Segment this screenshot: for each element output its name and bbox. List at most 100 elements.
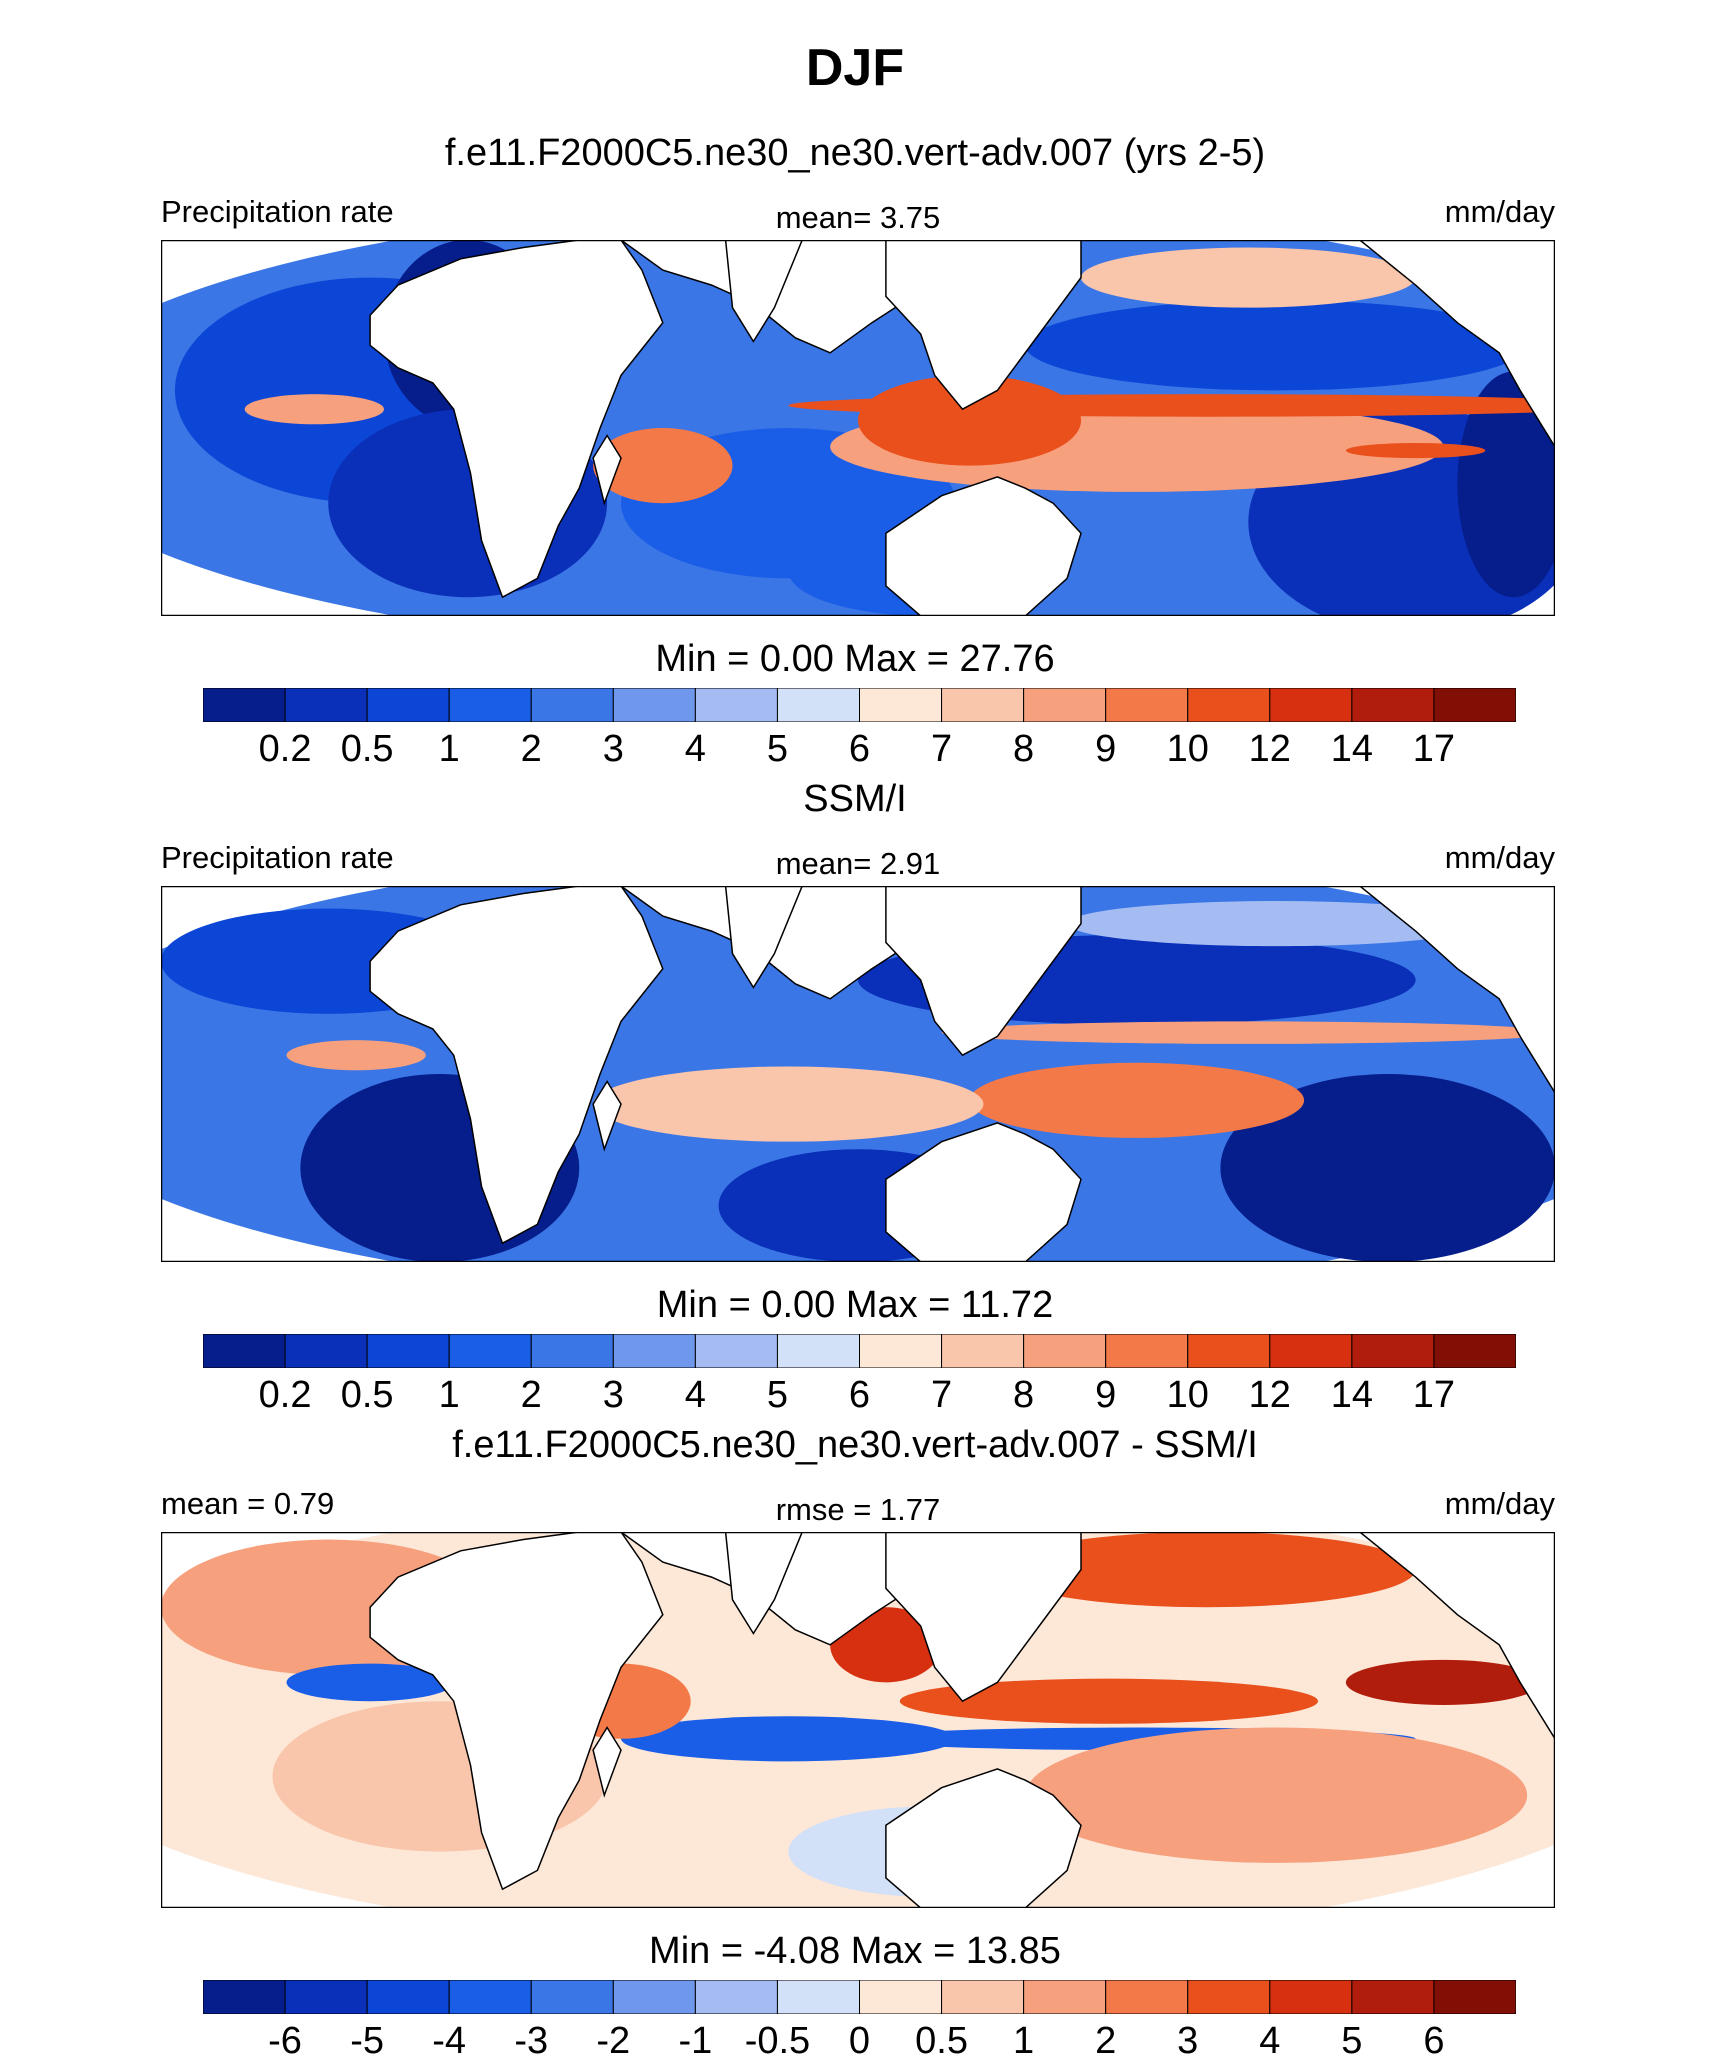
colorbar-tick-label: 0.5 [340, 1374, 394, 1416]
colorbar-tick-label: 0.2 [258, 1374, 312, 1416]
panel-1-landmass [1358, 240, 1555, 449]
panel-3-min-max: Min = -4.08 Max = 13.85 [649, 1930, 1061, 1972]
panel-3-map [161, 1532, 1555, 1908]
colorbar-tick-label: 3 [602, 1374, 624, 1416]
panel-3-landmass [592, 1726, 622, 1798]
panel-2-map [161, 886, 1555, 1262]
colorbar-swatch [1023, 688, 1107, 722]
colorbar-swatch [859, 1334, 943, 1368]
colorbar-swatch [203, 688, 286, 722]
panel-3-title: f.e11.F2000C5.ne30_ne30.vert-adv.007 - S… [452, 1424, 1258, 1466]
panel-3-landmass [1358, 1532, 1555, 1741]
colorbar-tick-label: 14 [1330, 1374, 1374, 1416]
colorbar-swatch [1433, 1980, 1516, 2014]
colorbar-tick-label: 7 [930, 1374, 953, 1416]
colorbar-swatch [448, 688, 532, 722]
colorbar-tick-label: 3 [1177, 2020, 1199, 2062]
panel-1-map [161, 240, 1555, 616]
panel-2-landmass [885, 886, 1082, 1057]
colorbar-tick-label: 10 [1166, 1374, 1209, 1416]
panel-2-min-max: Min = 0.00 Max = 11.72 [656, 1284, 1054, 1326]
colorbar-tick-label: 7 [930, 728, 953, 770]
colorbar-swatch [366, 688, 450, 722]
colorbar-tick-label: 12 [1248, 1374, 1291, 1416]
panel-2-map-frame [161, 886, 1555, 1262]
colorbar-swatch [859, 1980, 943, 2014]
colorbar-tick-label: -1 [678, 2020, 713, 2062]
panel-1-left-label: Precipitation rate [161, 194, 394, 229]
panel-2-landmass [885, 1122, 1082, 1262]
panel-3-center-label: rmse = 1.77 [775, 1492, 941, 1527]
colorbar-tick-label: 5 [1341, 2020, 1363, 2062]
colorbar-tick-label: 1 [438, 728, 460, 770]
colorbar-swatch [941, 1980, 1025, 2014]
colorbar-swatch [694, 1334, 778, 1368]
colorbar-tick-label: 2 [520, 728, 542, 770]
colorbar-swatch [1269, 1334, 1353, 1368]
colorbar-swatch [776, 1334, 860, 1368]
colorbar-tick-label: 2 [1095, 2020, 1117, 2062]
panel-1-landmass [885, 476, 1082, 616]
panel-1-landmass [369, 240, 664, 599]
panel-1-landmass [885, 240, 1082, 411]
colorbar-swatch [694, 1980, 778, 2014]
colorbar-tick-label: 17 [1412, 728, 1456, 770]
colorbar-swatch [1105, 1980, 1189, 2014]
colorbar-swatch [612, 1334, 696, 1368]
colorbar-swatch [776, 1980, 860, 2014]
colorbar-tick-label: -6 [268, 2020, 302, 2062]
colorbar-swatch [530, 688, 614, 722]
panel-1-center-label: mean= 3.75 [775, 200, 941, 235]
colorbar-tick-label: 1 [438, 1374, 460, 1416]
colorbar-tick-label: -0.5 [744, 2020, 811, 2062]
panel-2-landmass [724, 886, 804, 989]
colorbar-swatch [1105, 1334, 1189, 1368]
colorbar-tick-label: 4 [1259, 2020, 1281, 2062]
colorbar-swatch [941, 1334, 1025, 1368]
colorbar-swatch [1433, 1334, 1516, 1368]
panel-2-title: SSM/I [803, 778, 907, 820]
panel-2-landmass [369, 886, 664, 1245]
colorbar-swatch [284, 1334, 368, 1368]
colorbar-tick-label: 0.5 [340, 728, 394, 770]
panel-3-landmass [369, 1532, 664, 1891]
colorbar-swatch [530, 1980, 614, 2014]
colorbar-swatch [284, 688, 368, 722]
colorbar-swatch [1269, 688, 1353, 722]
colorbar-swatch [776, 688, 860, 722]
colorbar-tick-label: 0.5 [915, 2020, 968, 2062]
colorbar-swatch [1351, 1334, 1435, 1368]
colorbar-swatch [612, 688, 696, 722]
colorbar-swatch [448, 1334, 532, 1368]
panel-2-center-label: mean= 2.91 [775, 846, 941, 881]
panel-3-map-frame [161, 1532, 1555, 1908]
colorbar-tick-label: 0 [848, 2020, 871, 2062]
colorbar-tick-label: 10 [1166, 728, 1209, 770]
colorbar-tick-label: 17 [1412, 1374, 1456, 1416]
colorbar-tick-label: 14 [1330, 728, 1374, 770]
colorbar-swatch [448, 1980, 532, 2014]
colorbar-tick-label: 8 [1013, 1374, 1035, 1416]
panel-2-landmass [592, 1080, 622, 1152]
panel-3-landmass [885, 1532, 1082, 1703]
panel-2-units: mm/day [1444, 840, 1555, 875]
panel-1-landmass [592, 434, 622, 506]
colorbar-tick-label: 9 [1095, 1374, 1117, 1416]
panel-1-units: mm/day [1444, 194, 1555, 229]
panel-1-landmass [724, 240, 804, 343]
panel-1-map-frame [161, 240, 1555, 616]
colorbar-swatch [203, 1980, 286, 2014]
panel-1-colorbar [203, 688, 1516, 722]
colorbar-tick-label: 5 [766, 728, 788, 770]
colorbar-swatch [1187, 1980, 1271, 2014]
colorbar-swatch [1105, 688, 1189, 722]
colorbar-swatch [612, 1980, 696, 2014]
colorbar-swatch [1433, 688, 1516, 722]
colorbar-tick-label: 12 [1248, 728, 1291, 770]
panel-3-left-label: mean = 0.79 [161, 1486, 335, 1521]
colorbar-tick-label: -5 [350, 2020, 385, 2062]
colorbar-swatch [1187, 1334, 1271, 1368]
colorbar-tick-label: 1 [1013, 2020, 1035, 2062]
panel-3-colorbar [203, 1980, 1516, 2014]
panel-2-colorbar [203, 1334, 1516, 1368]
